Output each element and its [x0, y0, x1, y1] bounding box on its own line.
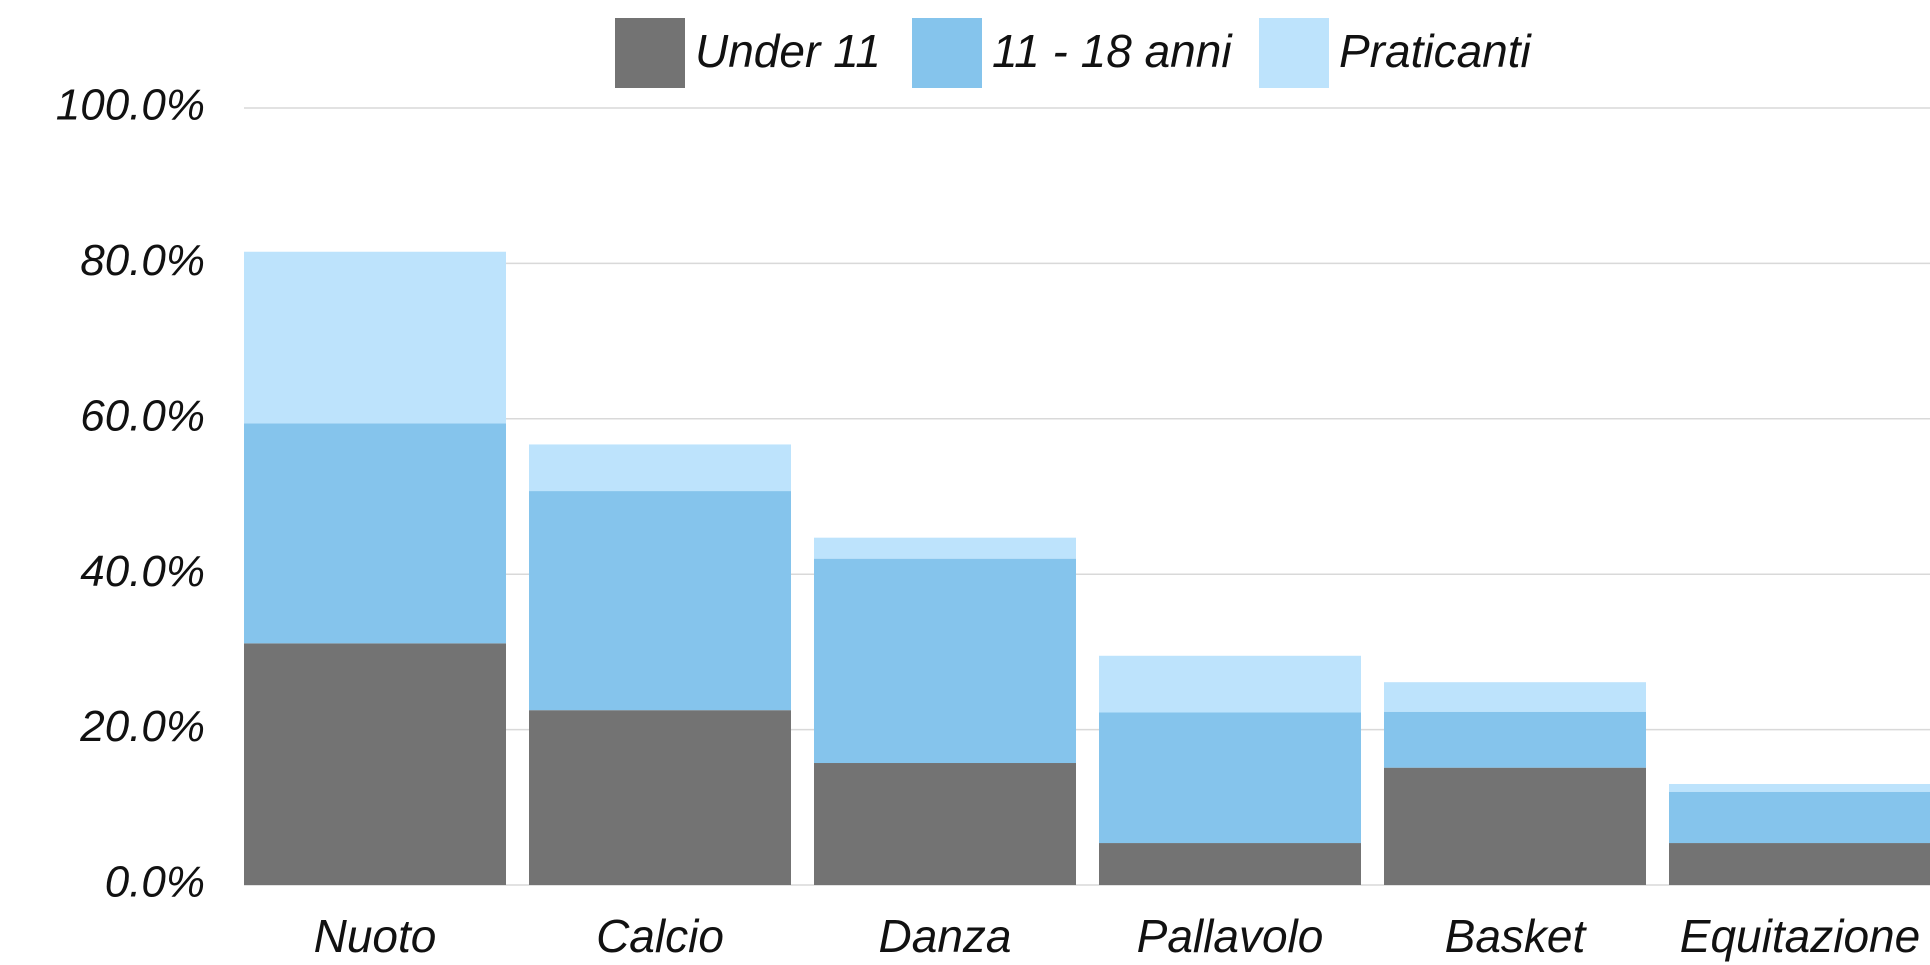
bar-segment: [244, 643, 506, 885]
chart: 0.0% 20.0% 40.0% 60.0% 80.0% 100.0% Nuoto Calci…: [0, 0, 1930, 965]
x-tick-label: Calcio: [596, 910, 724, 962]
x-tick-label: Nuoto: [314, 910, 437, 962]
bar-segment: [529, 710, 791, 885]
x-tick-label: Basket: [1445, 910, 1588, 962]
bar-segment: [244, 423, 506, 643]
y-tick-label: 0.0%: [105, 858, 205, 907]
bar-segment: [529, 491, 791, 710]
bar-segment: [1669, 843, 1930, 885]
bar-segment: [244, 252, 506, 424]
bar-segment: [529, 444, 791, 491]
y-tick-label: 20.0%: [79, 702, 205, 751]
bar-segment: [1669, 792, 1930, 843]
bar-segment: [814, 559, 1076, 763]
y-tick-label: 40.0%: [80, 547, 205, 596]
x-tick-label: Equitazione: [1680, 910, 1920, 962]
x-tick-label: Pallavolo: [1137, 910, 1324, 962]
y-tick-label: 60.0%: [80, 391, 205, 440]
y-tick-label: 80.0%: [80, 236, 205, 285]
bar-segment: [1384, 712, 1646, 768]
bar-segment: [1669, 784, 1930, 792]
legend-label: Praticanti: [1339, 25, 1533, 77]
legend-swatch: [1259, 18, 1329, 88]
bar-segment: [1099, 843, 1361, 885]
bar-segment: [1384, 768, 1646, 885]
bar-segment: [814, 763, 1076, 885]
y-tick-label: 100.0%: [56, 81, 205, 130]
legend-label: Under 11: [695, 25, 881, 77]
legend-label: 11 - 18 anni: [992, 25, 1233, 77]
bar-segment: [1384, 682, 1646, 712]
x-tick-label: Danza: [879, 910, 1012, 962]
bar-segment: [1099, 713, 1361, 844]
bar-segment: [814, 538, 1076, 559]
legend-swatch: [615, 18, 685, 88]
bar-segment: [1099, 656, 1361, 713]
legend-swatch: [912, 18, 982, 88]
page: 0.0% 20.0% 40.0% 60.0% 80.0% 100.0% Nuoto Calci…: [0, 0, 1930, 965]
